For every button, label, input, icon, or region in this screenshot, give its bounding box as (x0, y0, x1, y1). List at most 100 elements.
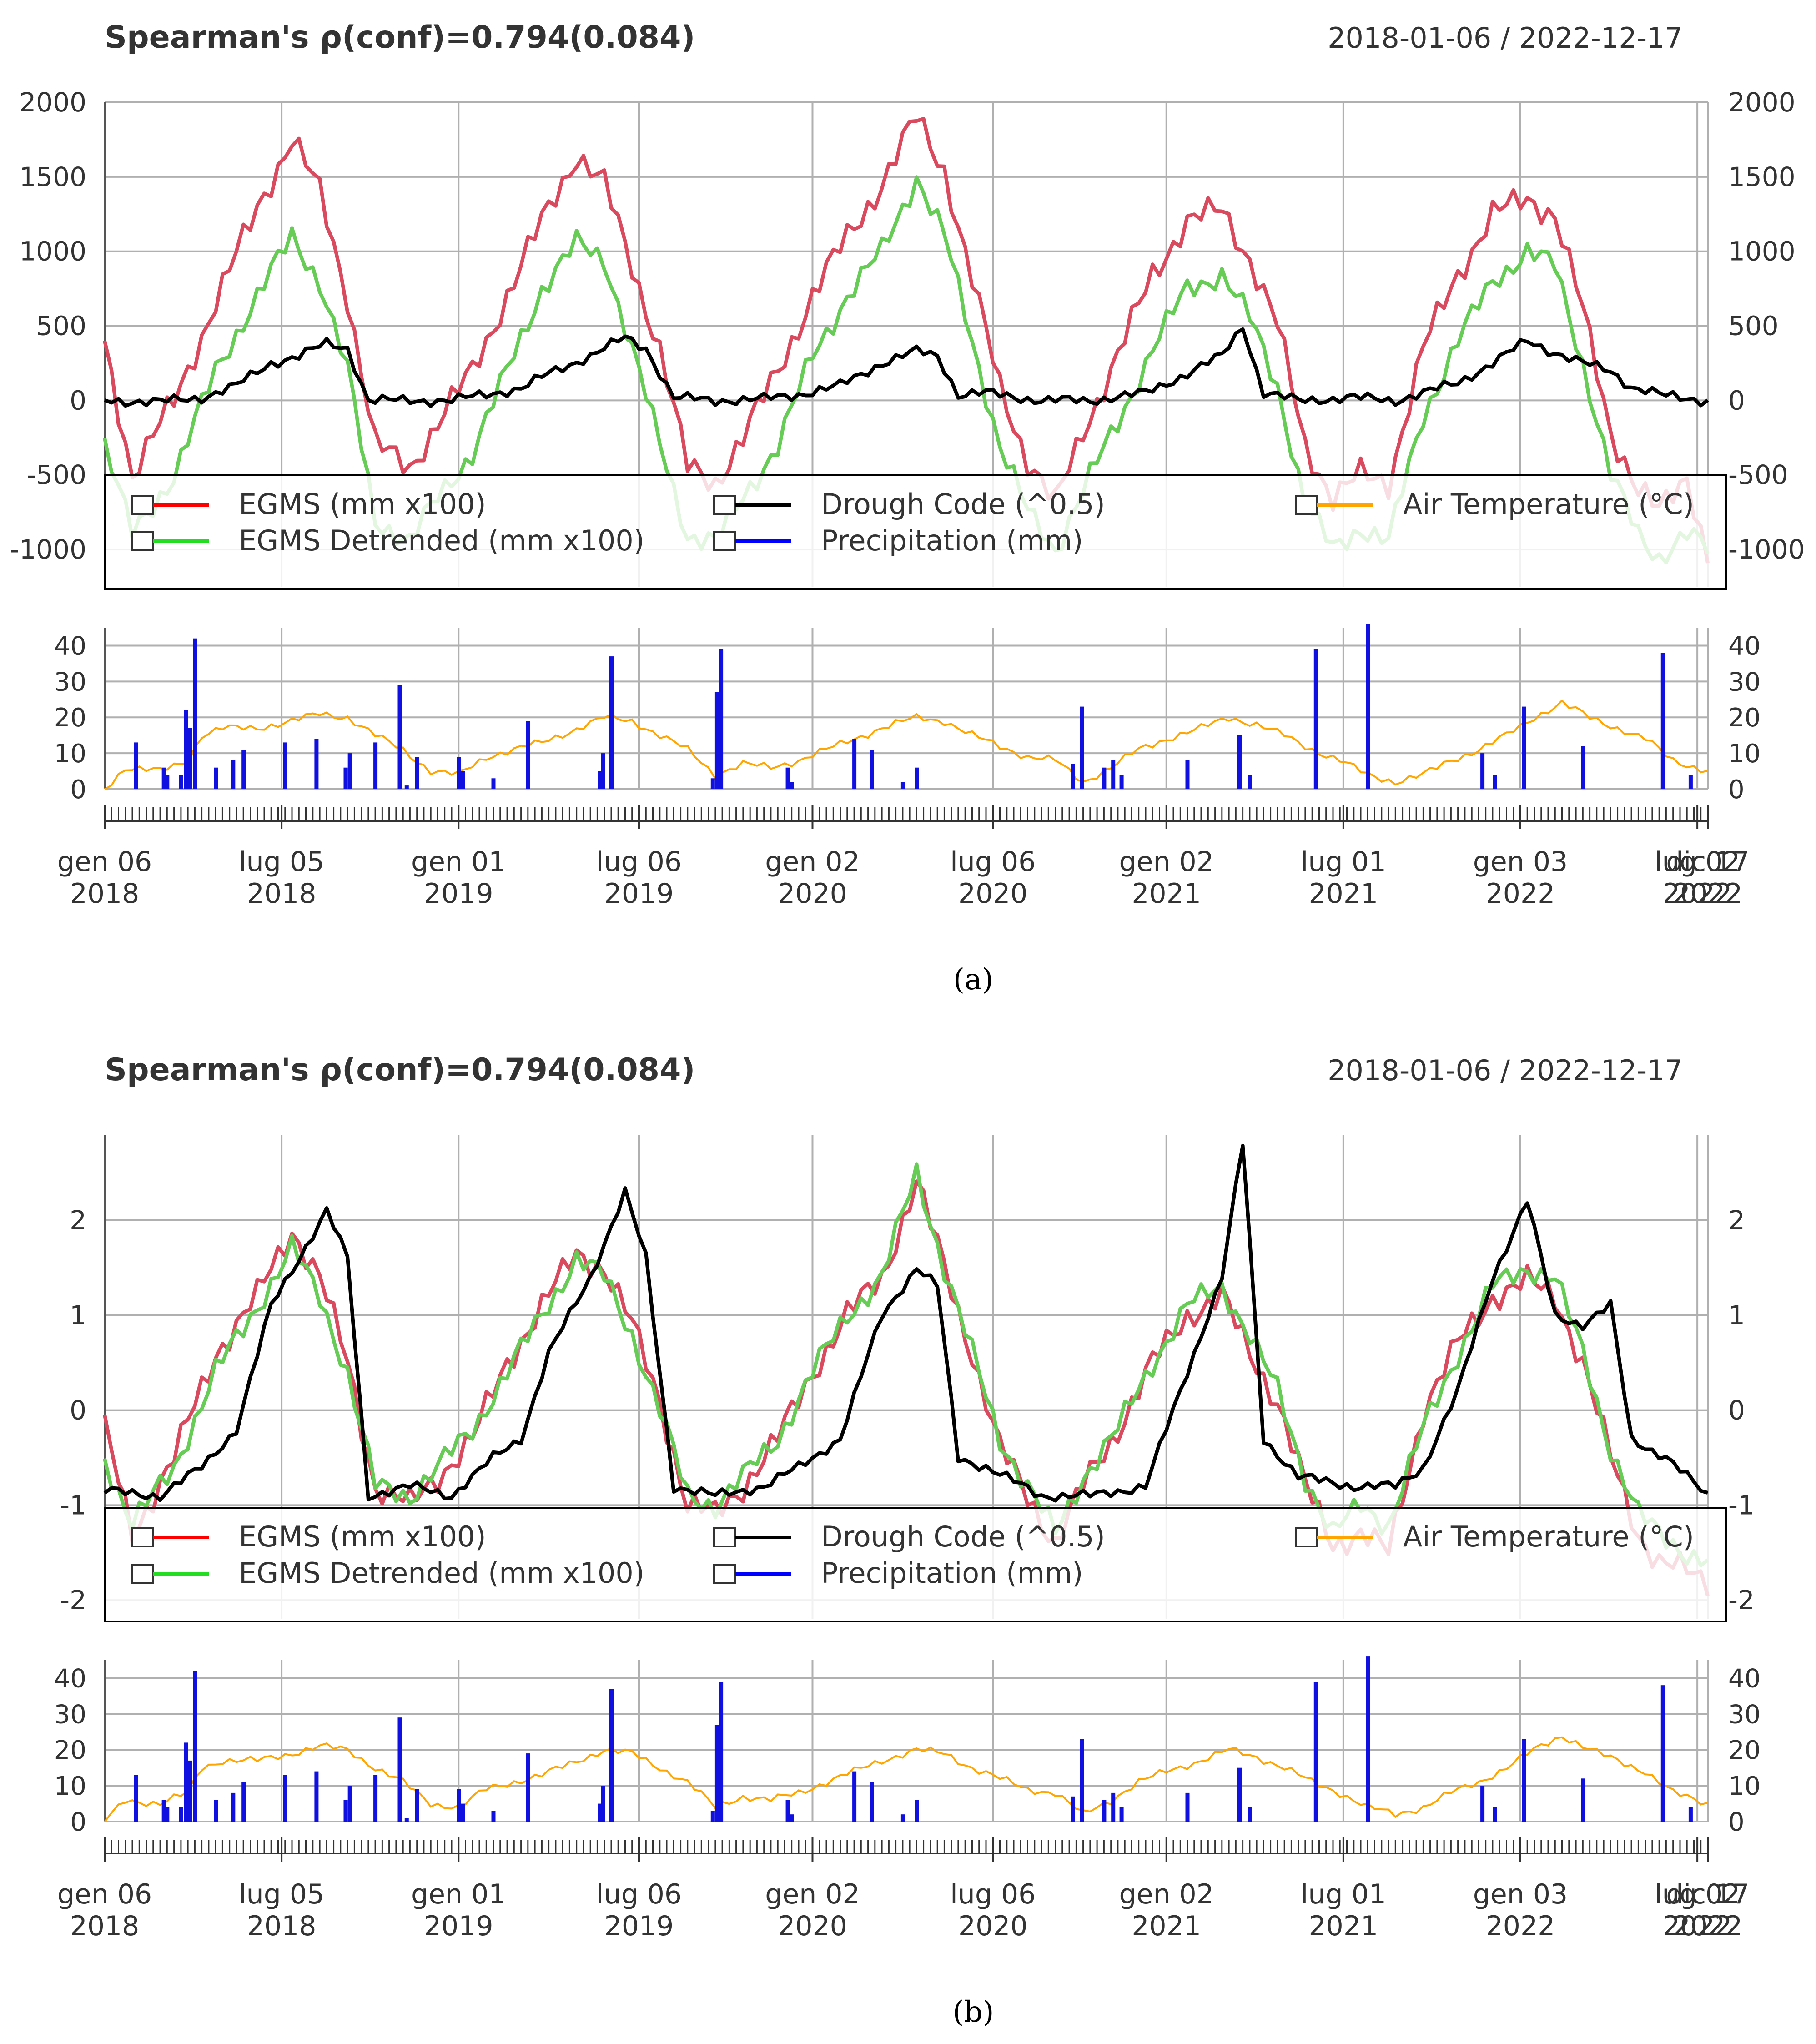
sub-y-tick-label-right: 0 (1728, 775, 1745, 805)
legend-label: EGMS Detrended (mm x100) (239, 524, 644, 557)
precipitation-bar (1480, 1786, 1485, 1822)
precipitation-bar (900, 1814, 905, 1822)
precipitation-bar (461, 771, 465, 789)
x-tick-label-date: gen 06 (57, 1878, 152, 1910)
precipitation-bar (188, 728, 192, 789)
sub-y-tick-label-left: 0 (70, 1807, 86, 1837)
x-tick-label-date: lug 05 (239, 1878, 324, 1910)
precipitation-bar (184, 710, 188, 789)
precipitation-bar (1581, 746, 1585, 789)
precipitation-bar (1313, 649, 1318, 789)
precipitation-bar (404, 1818, 409, 1822)
sub-y-tick-label-right: 20 (1728, 703, 1761, 733)
legend-label: Precipitation (mm) (821, 1556, 1083, 1590)
series-line-drought-code (103, 1143, 1709, 1503)
legend-label: Air Temperature (°C) (1403, 1520, 1694, 1553)
precipitation-bar (598, 771, 602, 789)
sub-y-tick-label-right: 10 (1728, 1772, 1761, 1801)
precipitation-bar (314, 739, 319, 789)
precipitation-bar (526, 721, 530, 789)
precipitation-bar (790, 1814, 794, 1822)
legend-label: Air Temperature (°C) (1403, 488, 1694, 521)
precipitation-bar (1688, 1807, 1693, 1822)
legend-checkbox (713, 1564, 736, 1584)
precipitation-bar (134, 742, 138, 789)
panel-caption: (a) (953, 963, 993, 997)
sub-y-tick-label-left: 10 (54, 739, 86, 769)
x-tick-label-year: 2022 (1486, 878, 1555, 910)
precipitation-bar (343, 767, 348, 789)
precipitation-bar (1366, 1656, 1370, 1822)
x-tick-label-year: 2020 (778, 878, 847, 910)
date-range: 2018-01-06 / 2022-12-17 (1328, 21, 1683, 55)
precipitation-bar (1071, 1796, 1075, 1822)
precipitation-bar (1313, 1682, 1318, 1822)
y-tick-label-right: -2 (1728, 1585, 1755, 1616)
x-tick-label-year: 2018 (247, 1910, 317, 1942)
sub-y-tick-label-left: 20 (54, 1736, 86, 1765)
precipitation-bar (347, 1786, 352, 1822)
precipitation-bar (790, 782, 794, 789)
precipitation-bar (397, 1717, 402, 1822)
precipitation-bar (1080, 1739, 1084, 1822)
precipitation-bar (1102, 1800, 1107, 1822)
x-tick-label-date: lug 01 (1301, 846, 1386, 878)
precipitation-bar (1237, 735, 1242, 789)
precipitation-bar (1237, 1767, 1242, 1822)
series-line-egms-detrended (103, 1162, 1709, 1567)
temperature-line (104, 699, 1708, 790)
precipitation-bar (598, 1803, 602, 1822)
y-tick-label-left: 1500 (19, 161, 86, 192)
precipitation-bar (193, 638, 197, 789)
y-tick-label-right: 2000 (1728, 87, 1796, 118)
legend-item: Drough Code (^0.5) (713, 488, 1105, 521)
legend-label: EGMS (mm x100) (239, 1520, 486, 1553)
x-tick-label-date: gen 02 (1119, 1878, 1214, 1910)
sub-y-tick-label-left: 40 (54, 1664, 86, 1693)
legend-item: EGMS (mm x100) (131, 488, 486, 521)
precipitation-bar (1522, 1739, 1526, 1822)
precipitation-bar (193, 1671, 197, 1822)
precipitation-bar (915, 1800, 919, 1822)
precipitation-bar (915, 767, 919, 789)
x-tick-label-date: lug 02 (1655, 1878, 1740, 1910)
legend-item: Air Temperature (°C) (1295, 488, 1694, 521)
sub-y-tick-label-right: 30 (1728, 667, 1761, 697)
x-tick-label-year: 2020 (958, 1910, 1028, 1942)
sub-y-tick-label-left: 40 (54, 631, 86, 661)
x-tick-label-date: gen 01 (411, 846, 506, 878)
precipitation-bar (165, 775, 170, 789)
precipitation-bar (870, 750, 874, 789)
sub-y-tick-label-left: 20 (54, 703, 86, 733)
legend-checkbox (131, 1564, 154, 1584)
precipitation-bar (347, 753, 352, 789)
precipitation-bar (179, 1807, 183, 1822)
x-tick-label-date: dic 17 (1666, 1878, 1749, 1910)
y-tick-label-right: 1000 (1728, 236, 1796, 267)
y-tick-label-right: 1 (1728, 1300, 1745, 1331)
legend-box (104, 1507, 1727, 1622)
y-tick-label-right: 1500 (1728, 161, 1796, 192)
precipitation-bar (457, 757, 461, 789)
precipitation-bar (241, 1782, 246, 1822)
precipitation-bar (1660, 1685, 1665, 1822)
precipitation-bar (404, 785, 409, 789)
precipitation-bar (214, 1800, 218, 1822)
x-tick-label-year: 2019 (424, 878, 493, 910)
precipitation-bar (373, 742, 378, 789)
sub-y-tick-label-right: 10 (1728, 739, 1761, 769)
legend-box (104, 474, 1727, 590)
legend-checkbox (131, 531, 154, 551)
x-tick-label-date: lug 06 (596, 846, 682, 878)
sub-y-tick-label-left: 10 (54, 1772, 86, 1801)
precipitation-bar (1522, 706, 1526, 789)
x-tick-label-date: gen 03 (1473, 1878, 1568, 1910)
sub-y-tick-label-right: 40 (1728, 631, 1761, 661)
precipitation-bar (785, 767, 790, 789)
precipitation-bar (601, 753, 605, 789)
precipitation-bar (609, 656, 614, 789)
x-minor-ticks (104, 1840, 1709, 1853)
precipitation-bar (526, 1753, 530, 1822)
panel-b: Spearman's ρ(conf)=0.794(0.084) 2018-01-0… (54, 1052, 1761, 2029)
x-tick-label-date: gen 06 (57, 846, 152, 878)
